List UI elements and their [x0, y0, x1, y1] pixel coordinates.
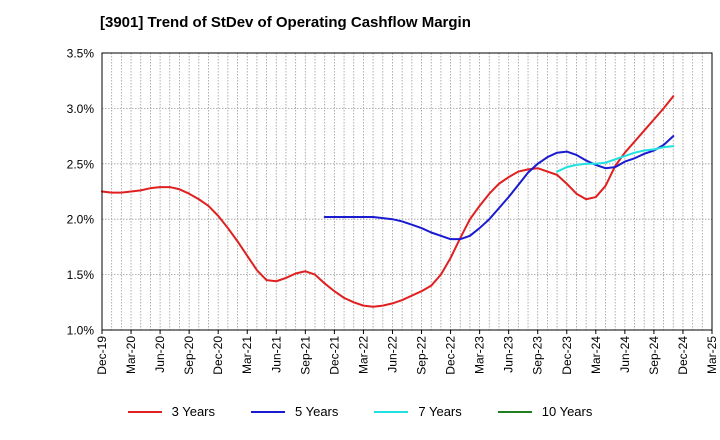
x-tick-label: Mar-22: [356, 336, 370, 374]
legend-swatch: [251, 410, 285, 413]
x-tick-label: Jun-22: [385, 336, 399, 373]
y-tick-label: 3.5%: [67, 47, 95, 61]
x-tick-label: Dec-24: [676, 336, 690, 375]
legend: 3 Years 5 Years 7 Years 10 Years: [0, 404, 720, 419]
x-tick-label: Dec-22: [444, 336, 458, 375]
series-layer: [101, 95, 675, 308]
grid-layer: [102, 53, 712, 330]
legend-item: 5 Years: [251, 404, 338, 419]
x-tick-label: Dec-21: [327, 336, 341, 375]
x-tick-label: Jun-20: [153, 336, 167, 373]
y-tick-label: 1.0%: [67, 324, 95, 338]
legend-swatch: [497, 410, 532, 413]
x-tick-label: Sep-20: [182, 336, 196, 375]
series-line-7-years: [556, 145, 675, 173]
legend-item: 10 Years: [497, 404, 593, 419]
legend-swatch: [374, 410, 409, 413]
x-tick-label: Dec-20: [211, 336, 225, 375]
x-tick-label: Dec-23: [560, 336, 574, 375]
x-tick-label: Mar-24: [589, 336, 603, 374]
x-tick-label: Mar-20: [124, 336, 138, 374]
y-tick-label: 1.5%: [67, 268, 95, 282]
y-tick-label: 3.0%: [67, 102, 95, 116]
x-tick-label: Dec-19: [95, 336, 109, 375]
x-tick-label: Jun-21: [269, 336, 283, 373]
series-line-3-years: [101, 95, 675, 308]
series-line-5-years: [323, 135, 675, 241]
legend-label: 10 Years: [541, 404, 593, 419]
y-tick-label: 2.0%: [67, 213, 95, 227]
x-tick-label: Jun-24: [618, 336, 632, 373]
legend-item: 3 Years: [127, 404, 215, 419]
y-tick-label: 2.5%: [67, 157, 95, 171]
x-tick-label: Mar-23: [473, 336, 487, 374]
x-tick-label: Sep-24: [647, 336, 661, 375]
plot-frame: [101, 52, 713, 331]
x-tick-label: Mar-21: [240, 336, 254, 374]
legend-label: 7 Years: [418, 404, 462, 419]
x-tick-label: Sep-21: [298, 336, 312, 375]
x-tick-label: Sep-23: [531, 336, 545, 375]
legend-swatch: [127, 410, 162, 413]
axis-layer: 1.0% 1.5% 2.0% 2.5% 3.0% 3.5% Dec-19 Mar-20 Jun-…: [67, 47, 719, 375]
legend-label: 5 Years: [295, 404, 339, 419]
legend-label: 3 Years: [171, 404, 215, 419]
x-tick-label: Jun-23: [502, 336, 516, 373]
x-tick-label: Sep-22: [415, 336, 429, 375]
chart-title: [3901] Trend of StDev of Operating Cashf…: [100, 14, 471, 31]
legend-item: 7 Years: [374, 404, 462, 419]
x-tick-label: Mar-25: [705, 336, 719, 374]
